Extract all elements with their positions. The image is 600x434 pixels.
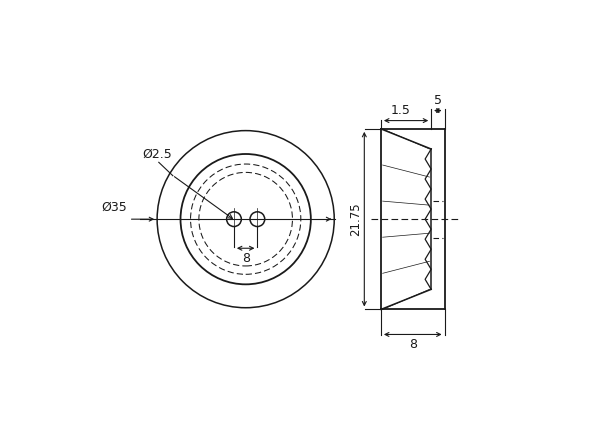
Text: 1.5: 1.5 <box>391 104 411 117</box>
Text: Ø35: Ø35 <box>101 201 127 214</box>
Text: 8: 8 <box>409 339 417 352</box>
Text: Ø2.5: Ø2.5 <box>142 148 172 161</box>
Text: 5: 5 <box>434 94 442 107</box>
Text: 21.75: 21.75 <box>349 202 362 236</box>
Text: 8: 8 <box>242 252 250 265</box>
